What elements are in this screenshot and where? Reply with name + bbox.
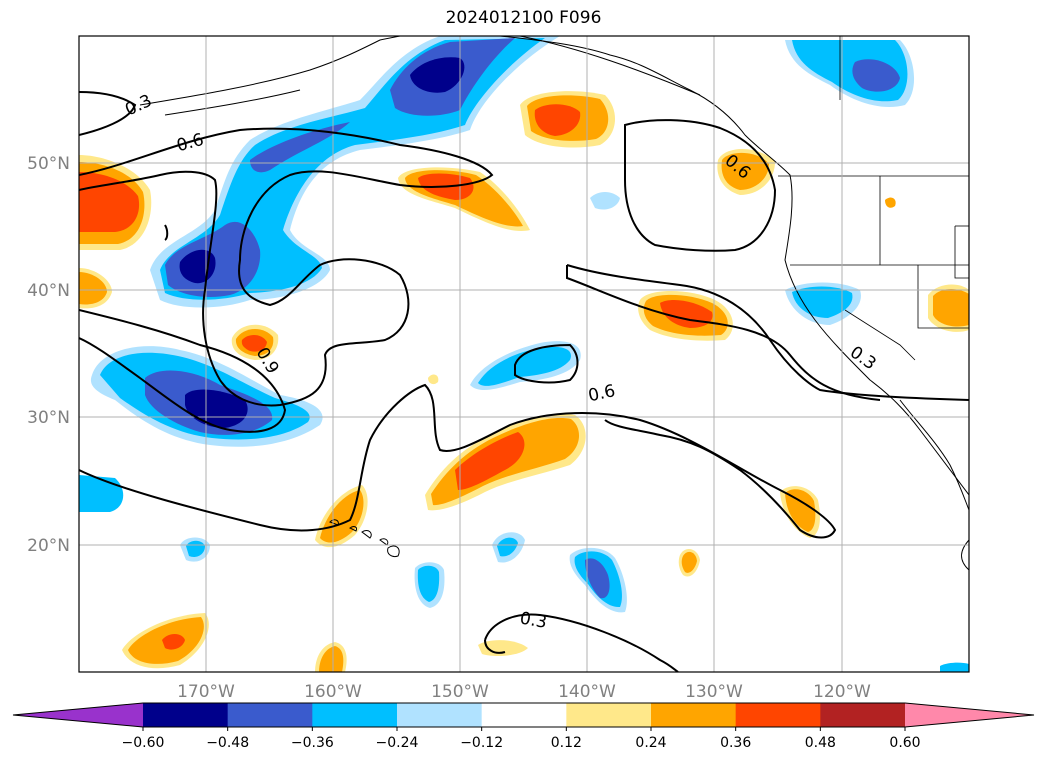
pos-anomaly-region	[319, 646, 344, 672]
lat-tick-label: 20°N	[27, 536, 70, 556]
lat-tick-labels: 50°N 40°N 30°N 20°N	[27, 154, 70, 556]
colorbar-segment	[227, 703, 313, 727]
pos-anomaly-region	[534, 104, 581, 136]
colorbar-segment	[820, 703, 906, 727]
colorbar-segment	[566, 703, 652, 727]
pos-anomaly-region	[455, 432, 525, 490]
pos-anomaly-region	[478, 640, 528, 656]
colorbar-segment	[735, 703, 821, 727]
plot-frame	[78, 35, 970, 673]
neg-anomaly-region	[417, 565, 440, 602]
colorbar-extend-low	[13, 703, 143, 727]
lon-tick-label: 150°W	[431, 682, 489, 702]
lon-tick-label: 120°W	[813, 682, 871, 702]
coastlines	[139, 36, 969, 571]
colorbar-segment	[397, 703, 483, 727]
colorbar-extend-high	[905, 703, 1034, 727]
neg-anomaly-region	[792, 286, 853, 318]
lat-tick-label: 30°N	[27, 408, 70, 428]
colorbar-segment	[481, 703, 567, 727]
pos-anomaly-region	[241, 334, 267, 352]
colorbar	[12, 702, 1035, 728]
neg-anomaly-region	[79, 475, 124, 512]
colorbar-segment	[143, 703, 229, 727]
graticule	[79, 36, 969, 672]
pos-anomaly-region	[681, 551, 697, 573]
pos-anomaly-region	[79, 272, 107, 305]
political-borders	[778, 36, 969, 361]
neg-anomaly-region	[250, 122, 350, 173]
colorbar-tick-label: −0.60	[122, 735, 165, 751]
lat-tick-label: 40°N	[27, 281, 70, 301]
neg-anomaly-region	[497, 537, 518, 557]
pos-anomaly-region	[428, 374, 439, 385]
neg-anomaly-region	[478, 346, 571, 386]
lon-tick-label: 130°W	[685, 682, 743, 702]
colorbar-tick-label: 0.60	[889, 735, 920, 751]
neg-anomaly-region	[590, 192, 620, 210]
neg-anomaly-region	[585, 558, 610, 599]
colorbar-tick-label: 0.12	[551, 735, 582, 751]
colorbar-segment	[651, 703, 737, 727]
pos-anomaly-region	[785, 489, 816, 532]
anomaly-fill-layer: 0.3 0.6 0.6 0.9 0.6 0.3 0.3	[79, 36, 969, 672]
colorbar-tick-label: 0.36	[720, 735, 751, 751]
colorbar-tick-label: 0.24	[635, 735, 666, 751]
neg-anomaly-region	[410, 57, 465, 93]
pos-anomaly-region	[885, 197, 896, 208]
map-title: 2024012100 F096	[445, 8, 602, 28]
lat-tick-label: 50°N	[27, 154, 70, 174]
neg-anomaly-region	[940, 662, 969, 672]
colorbar-tick-label: −0.24	[376, 735, 419, 751]
lon-tick-label: 140°W	[558, 682, 616, 702]
lon-tick-labels: 170°W 160°W 150°W 140°W 130°W 120°W	[177, 682, 871, 702]
lon-tick-label: 160°W	[304, 682, 362, 702]
colorbar-segment	[312, 703, 398, 727]
contour-label: 0.3	[518, 609, 548, 633]
colorbar-tick-label: 0.48	[805, 735, 836, 751]
contour-lines	[79, 91, 969, 672]
pos-anomaly-region	[721, 152, 769, 190]
lon-tick-label: 170°W	[177, 682, 235, 702]
colorbar-tick-label: −0.12	[460, 735, 503, 751]
colorbar-tick-label: −0.36	[291, 735, 334, 751]
pos-anomaly-region	[162, 634, 185, 650]
pos-anomaly-region	[933, 288, 969, 327]
colorbar-tick-labels: −0.60 −0.48 −0.36 −0.24 −0.12 0.12 0.24 0.36 0.4…	[122, 727, 921, 751]
colorbar-tick-label: −0.48	[206, 735, 249, 751]
neg-anomaly-region	[852, 59, 900, 92]
